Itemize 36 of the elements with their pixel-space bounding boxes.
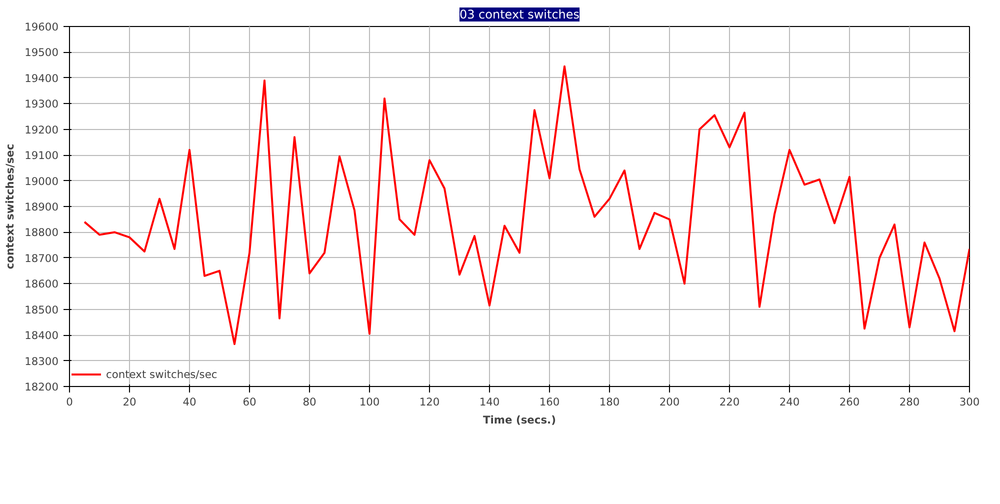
y-tick-label: 19300 xyxy=(24,98,59,111)
y-tick-label: 19000 xyxy=(24,174,59,188)
x-tick-label: 80 xyxy=(302,396,316,408)
x-tick-label: 180 xyxy=(599,396,620,408)
x-tick-label: 240 xyxy=(779,396,800,408)
x-tick-label: 300 xyxy=(959,396,980,408)
y-tick-label: 18900 xyxy=(24,200,59,214)
x-tick-label: 0 xyxy=(66,396,74,408)
y-axis-title: context switches/sec xyxy=(4,144,17,270)
x-tick-label: 220 xyxy=(719,396,740,408)
x-tick-label: 20 xyxy=(122,396,136,408)
y-tick-label: 18300 xyxy=(24,354,59,368)
x-tick-label: 200 xyxy=(659,396,680,408)
x-tick-label: 160 xyxy=(539,396,560,408)
x-tick-label: 100 xyxy=(359,396,380,408)
y-tick-label: 19500 xyxy=(24,46,59,60)
x-tick-label: 60 xyxy=(242,396,256,408)
y-tick-label: 18200 xyxy=(24,380,59,394)
x-tick-label: 260 xyxy=(839,396,860,408)
y-tick-label: 19400 xyxy=(24,72,59,85)
chart-title: 03 context switches xyxy=(459,8,580,22)
y-tick-label: 18400 xyxy=(24,329,59,342)
x-tick-label: 120 xyxy=(419,396,440,408)
x-tick-label: 40 xyxy=(182,396,196,408)
y-tick-label: 19200 xyxy=(24,123,59,136)
y-tick-label: 19600 xyxy=(24,20,59,34)
y-tick-label: 18600 xyxy=(24,278,59,291)
y-tick-label: 18700 xyxy=(24,252,59,265)
x-tick-label: 140 xyxy=(479,396,500,408)
x-axis-title: Time (secs.) xyxy=(483,414,556,426)
x-tick-label: 280 xyxy=(899,396,920,408)
line-series xyxy=(84,65,970,346)
y-tick-label: 19100 xyxy=(24,149,59,162)
y-tick-label: 18500 xyxy=(24,303,59,316)
y-tick-label: 18800 xyxy=(24,226,59,240)
legend-label: context switches/sec xyxy=(106,368,218,380)
